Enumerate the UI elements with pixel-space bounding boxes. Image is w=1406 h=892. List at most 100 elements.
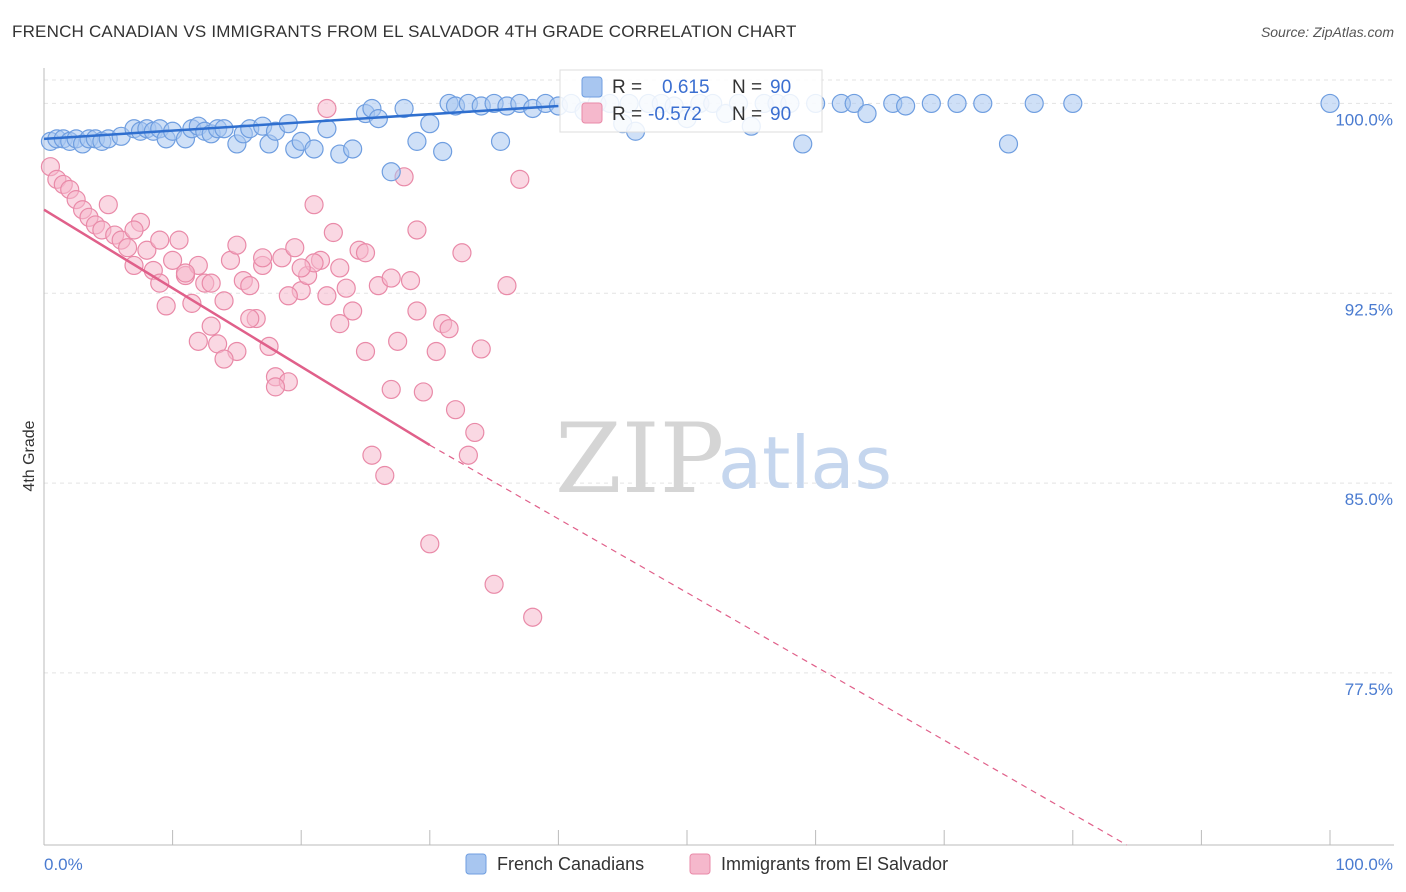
scatter-point [265,377,286,397]
scatter-point [381,268,401,288]
scatter-point [375,465,395,486]
legend-n-value-2: 90 [770,104,791,125]
scatter-point [317,98,337,119]
scatter-point [490,131,511,151]
stats-legend: R = 0.615 N = 90 R = -0.572 N = 90 [559,69,823,133]
scatter-point [362,445,382,465]
scatter-point [896,96,916,116]
scatter-point [317,286,337,306]
scatter-point [214,349,234,369]
scatter-point [484,574,504,594]
scatter-point [458,445,478,465]
legend-swatch-pink [581,102,603,124]
series-immigrants-el-salvador [40,98,543,627]
watermark-zip: ZIP [555,403,724,515]
trend-line-el-salvador-extension [429,444,1128,846]
legend-n-value-1: 90 [770,77,791,98]
scatter-point [355,243,376,263]
scatter-point [201,273,221,293]
legend-n-label-1: N = [732,77,762,98]
scatter-point [420,114,440,134]
scatter-point [497,276,517,296]
scatter-point [330,258,350,278]
scatter-point [117,238,138,258]
scatter-point [291,258,311,278]
bottom-legend-label-1: French Canadians [497,854,644,874]
scatter-point [452,243,472,263]
scatter-point [510,169,530,189]
scatter-point [394,98,414,119]
scatter-point [330,314,350,334]
scatter-point [355,341,376,362]
scatter-point [150,230,170,250]
scatter-point [214,291,234,311]
scatter-point [921,93,941,114]
scatter-point [240,276,260,296]
scatter-point [1320,93,1340,114]
scatter-point [137,240,157,260]
scatter-point [272,248,292,268]
scatter-point [156,296,176,316]
scatter-point [793,134,813,154]
scatter-point [400,270,421,291]
scatter-point [201,316,221,336]
scatter-point [973,93,993,114]
series-legend: French Canadians Immigrants from El Salv… [465,853,948,875]
scatter-point [304,139,324,159]
chart-source: Source: ZipAtlas.com [1260,24,1394,40]
x-tick-label-left: 0.0% [44,855,83,874]
scatter-point [420,534,440,554]
scatter-point [407,220,427,240]
y-tick-labels: 100.0% 92.5% 85.0% 77.5% [1335,110,1393,698]
trend-lines [43,104,1128,846]
legend-r-label-1: R = [612,77,642,98]
scatter-point [433,141,453,162]
legend-n-label-2: N = [732,104,762,125]
scatter-point [343,301,363,321]
y-tick-label: 92.5% [1345,300,1393,319]
scatter-point [240,308,260,329]
scatter-point [844,93,864,114]
scatter-point [323,222,343,243]
x-ticks [172,830,1331,845]
gridlines [44,79,1394,674]
stats-legend-box [559,69,823,133]
scatter-point [471,339,491,359]
scatter-point [465,422,485,443]
scatter-point [343,139,363,159]
scatter-point [445,400,466,420]
scatter-point [439,319,459,339]
scatter-point [175,263,196,283]
scatter-point [857,103,877,124]
scatter-point [304,195,324,215]
scatter-point [285,238,305,258]
y-tick-label: 85.0% [1345,490,1393,509]
scatter-point [1024,93,1044,114]
trend-line-french-canadians [43,104,559,141]
chart-title: FRENCH CANADIAN VS IMMIGRANTS FROM EL SA… [12,22,797,41]
scatter-point [253,248,273,268]
scatter-point [388,331,408,351]
scatter-point [407,131,427,151]
y-tick-label: 77.5% [1345,680,1393,699]
scatter-point [947,93,967,114]
bottom-legend-swatch-blue [465,853,487,875]
scatter-point [998,134,1019,154]
scatter-point [188,331,208,351]
scatter-point [169,230,189,250]
y-axis-label: 4th Grade [21,420,38,491]
x-tick-label-right: 100.0% [1335,855,1393,874]
scatter-point [336,278,356,298]
scatter-point [1063,93,1083,114]
bottom-legend-swatch-pink [689,853,711,875]
scatter-point [413,382,433,402]
scatter-point [426,341,446,362]
bottom-legend-label-2: Immigrants from El Salvador [721,854,948,874]
legend-swatch-blue [581,76,603,98]
scatter-point [381,379,401,400]
scatter-point [163,250,183,270]
legend-r-label-2: R = [612,104,642,125]
scatter-point [278,286,298,306]
scatter-point [317,119,337,139]
